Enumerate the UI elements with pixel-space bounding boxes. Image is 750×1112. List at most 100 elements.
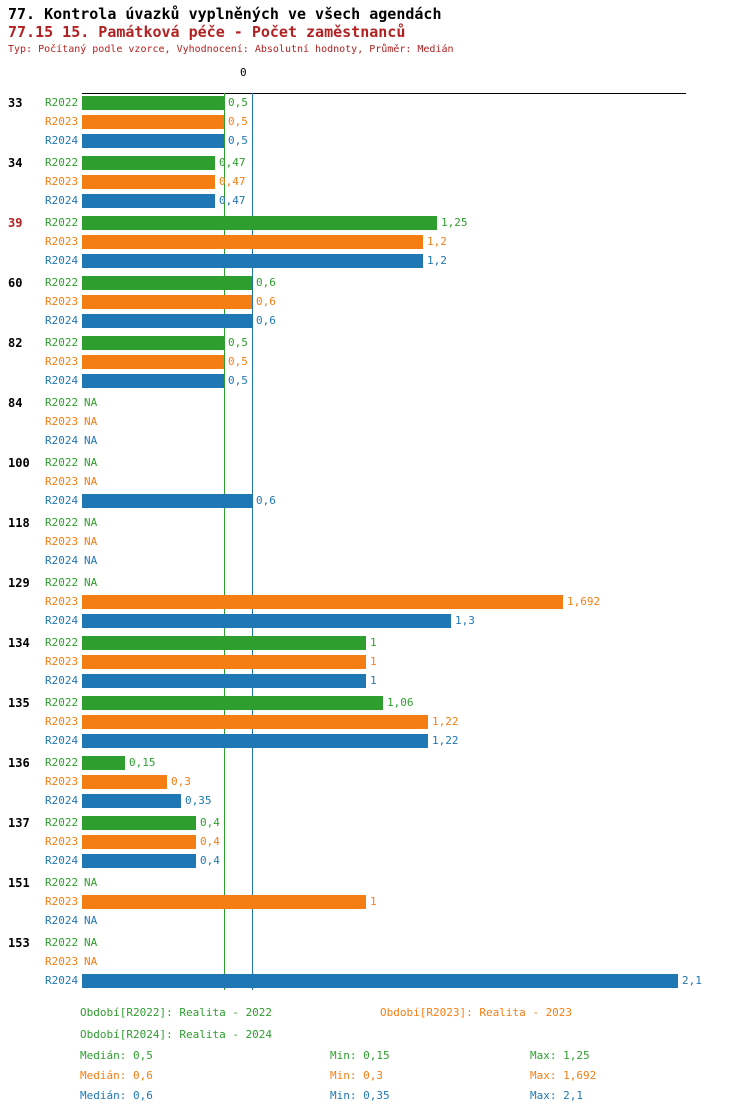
bar-r2022-cat-135 (82, 696, 383, 710)
axis-zero-tick-label: 0 (240, 66, 247, 79)
series-label-r2024-cat-151: R2024 (45, 914, 79, 927)
series-label-r2023-cat-153: R2023 (45, 955, 79, 968)
stat-min-r2024: Min: 0,35 (330, 1089, 390, 1102)
bar-r2022-cat-137 (82, 816, 196, 830)
bar-r2023-cat-136 (82, 775, 167, 789)
category-label-84: 84 (8, 396, 23, 410)
series-label-r2024-cat-118: R2024 (45, 554, 79, 567)
value-label-r2022-cat-135: 1,06 (387, 696, 414, 709)
stat-max-r2022: Max: 1,25 (530, 1049, 590, 1062)
value-label-r2022-cat-137: 0,4 (200, 816, 220, 829)
chart-area: 33 R2022 0,5 R2023 0,5 R2024 0,5 34 R2022 0,47 R20… (8, 93, 702, 990)
value-label-r2024-cat-39: 1,2 (427, 254, 447, 267)
report-meta: Typ: Počítaný podle vzorce, Vyhodnocení:… (8, 44, 454, 55)
bar-r2022-cat-60 (82, 276, 252, 290)
series-label-r2023-cat-60: R2023 (45, 295, 79, 308)
category-label-60: 60 (8, 276, 23, 290)
series-label-r2024-cat-82: R2024 (45, 374, 79, 387)
series-label-r2022-cat-118: R2022 (45, 516, 79, 529)
stat-max-r2024: Max: 2,1 (530, 1089, 583, 1102)
series-label-r2023-cat-100: R2023 (45, 475, 79, 488)
stat-min-r2022: Min: 0,15 (330, 1049, 390, 1062)
series-label-r2022-cat-34: R2022 (45, 156, 79, 169)
series-label-r2022-cat-39: R2022 (45, 216, 79, 229)
category-label-151: 151 (8, 876, 30, 890)
category-label-135: 135 (8, 696, 30, 710)
series-label-r2024-cat-137: R2024 (45, 854, 79, 867)
value-label-r2022-cat-136: 0,15 (129, 756, 156, 769)
series-label-r2024-cat-34: R2024 (45, 194, 79, 207)
category-label-39: 39 (8, 216, 23, 230)
series-label-r2024-cat-153: R2024 (45, 974, 79, 987)
series-label-r2024-cat-129: R2024 (45, 614, 79, 627)
category-label-34: 34 (8, 156, 23, 170)
series-label-r2022-cat-134: R2022 (45, 636, 79, 649)
bar-r2024-cat-60 (82, 314, 252, 328)
bar-r2023-cat-129 (82, 595, 563, 609)
value-label-r2022-cat-33: 0,5 (228, 96, 248, 109)
bar-r2022-cat-33 (82, 96, 224, 110)
legend-r2022: Období[R2022]: Realita - 2022 (80, 1006, 273, 1019)
value-label-r2022-cat-118: NA (84, 516, 98, 529)
value-label-r2024-cat-135: 1,22 (432, 734, 459, 747)
value-label-r2023-cat-33: 0,5 (228, 115, 248, 128)
bar-r2024-cat-34 (82, 194, 215, 208)
bar-r2024-cat-100 (82, 494, 252, 508)
bar-r2023-cat-34 (82, 175, 215, 189)
value-label-r2023-cat-137: 0,4 (200, 835, 220, 848)
category-label-153: 153 (8, 936, 30, 950)
series-label-r2022-cat-136: R2022 (45, 756, 79, 769)
bar-r2023-cat-151 (82, 895, 366, 909)
series-label-r2024-cat-60: R2024 (45, 314, 79, 327)
value-label-r2022-cat-134: 1 (370, 636, 377, 649)
median-line-r2024 (252, 93, 253, 990)
bar-r2024-cat-153 (82, 974, 678, 988)
bar-r2023-cat-82 (82, 355, 224, 369)
category-label-118: 118 (8, 516, 30, 530)
value-label-r2024-cat-129: 1,3 (455, 614, 475, 627)
series-label-r2022-cat-151: R2022 (45, 876, 79, 889)
value-label-r2023-cat-153: NA (84, 955, 98, 968)
value-label-r2023-cat-39: 1,2 (427, 235, 447, 248)
series-label-r2023-cat-33: R2023 (45, 115, 79, 128)
value-label-r2024-cat-137: 0,4 (200, 854, 220, 867)
value-label-r2023-cat-118: NA (84, 535, 98, 548)
value-label-r2022-cat-153: NA (84, 936, 98, 949)
series-label-r2023-cat-34: R2023 (45, 175, 79, 188)
value-label-r2023-cat-134: 1 (370, 655, 377, 668)
series-label-r2023-cat-134: R2023 (45, 655, 79, 668)
report-title: 77. Kontrola úvazků vyplněných ve všech … (8, 5, 442, 23)
legend-r2023: Období[R2023]: Realita - 2023 (380, 1006, 573, 1019)
series-label-r2023-cat-136: R2023 (45, 775, 79, 788)
bar-r2023-cat-134 (82, 655, 366, 669)
value-label-r2023-cat-34: 0,47 (219, 175, 246, 188)
value-label-r2023-cat-100: NA (84, 475, 98, 488)
bar-r2024-cat-33 (82, 134, 224, 148)
series-label-r2023-cat-39: R2023 (45, 235, 79, 248)
value-label-r2023-cat-135: 1,22 (432, 715, 459, 728)
series-label-r2023-cat-137: R2023 (45, 835, 79, 848)
series-label-r2024-cat-135: R2024 (45, 734, 79, 747)
value-label-r2024-cat-153: 2,1 (682, 974, 702, 987)
value-label-r2023-cat-151: 1 (370, 895, 377, 908)
category-label-82: 82 (8, 336, 23, 350)
value-label-r2022-cat-151: NA (84, 876, 98, 889)
series-label-r2022-cat-135: R2022 (45, 696, 79, 709)
value-label-r2023-cat-60: 0,6 (256, 295, 276, 308)
bar-r2024-cat-137 (82, 854, 196, 868)
bar-r2022-cat-82 (82, 336, 224, 350)
bar-r2023-cat-137 (82, 835, 196, 849)
category-label-100: 100 (8, 456, 30, 470)
value-label-r2024-cat-33: 0,5 (228, 134, 248, 147)
stat-median-r2022: Medián: 0,5 (80, 1049, 153, 1062)
series-label-r2023-cat-84: R2023 (45, 415, 79, 428)
value-label-r2023-cat-136: 0,3 (171, 775, 191, 788)
series-label-r2023-cat-135: R2023 (45, 715, 79, 728)
series-label-r2023-cat-151: R2023 (45, 895, 79, 908)
bar-r2024-cat-129 (82, 614, 451, 628)
series-label-r2022-cat-153: R2022 (45, 936, 79, 949)
bar-r2023-cat-39 (82, 235, 423, 249)
value-label-r2024-cat-136: 0,35 (185, 794, 212, 807)
stat-max-r2023: Max: 1,692 (530, 1069, 597, 1082)
value-label-r2023-cat-129: 1,692 (567, 595, 601, 608)
